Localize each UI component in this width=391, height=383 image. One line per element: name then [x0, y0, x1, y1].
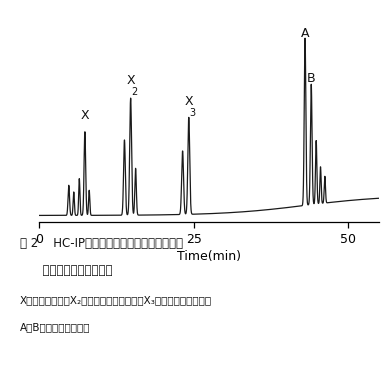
- Text: 3: 3: [189, 108, 195, 118]
- Text: A: A: [301, 27, 309, 40]
- Text: X: X: [81, 109, 89, 122]
- Text: X: X: [127, 74, 136, 87]
- X-axis label: Time(min): Time(min): [177, 250, 241, 263]
- Text: B: B: [307, 72, 316, 85]
- Text: X: X: [185, 95, 194, 108]
- Text: X：キシロース、X₂：キシロビゝオース、X₃：キシロトリオース: X：キシロース、X₂：キシロビゝオース、X₃：キシロトリオース: [20, 295, 212, 305]
- Text: のクロマトパゝターン: のクロマトパゝターン: [20, 264, 112, 277]
- Text: 図 2    HC-IP画分のキシラナーゼゝ分解産物: 図 2 HC-IP画分のキシラナーゼゝ分解産物: [20, 237, 183, 250]
- Text: A、B：分岐オリコゝ糖: A、B：分岐オリコゝ糖: [20, 322, 90, 332]
- Text: 2: 2: [131, 87, 137, 97]
